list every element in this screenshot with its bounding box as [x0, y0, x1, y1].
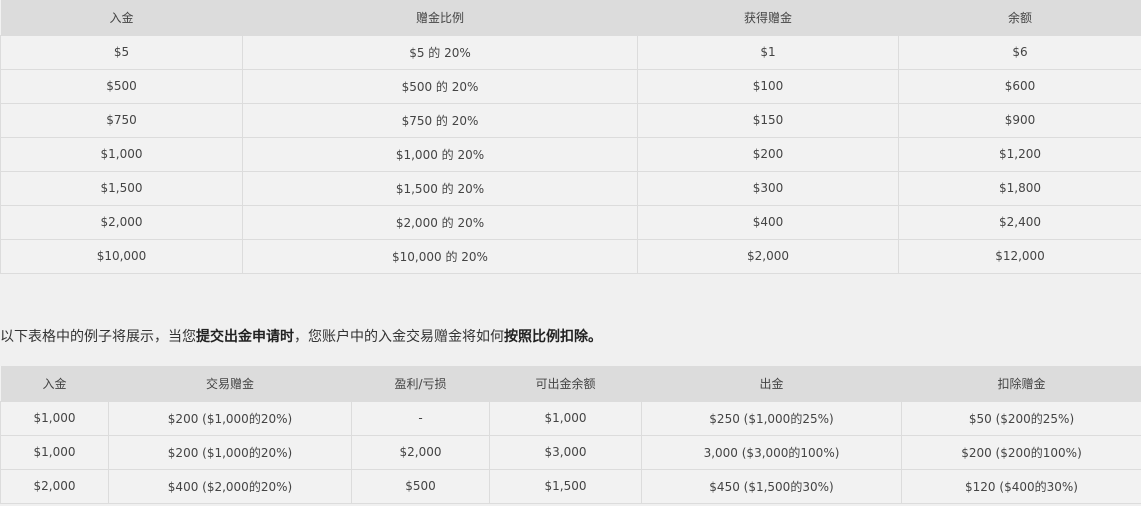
table-cell: $1,000 的 20% [242, 136, 638, 172]
table-cell: $1,500 [489, 468, 642, 504]
table-cell: - [351, 400, 490, 436]
table-cell: $120 ($400的30%) [901, 468, 1141, 504]
table-cell: $250 ($1,000的25%) [641, 400, 902, 436]
column-header: 可出金余额 [489, 366, 642, 401]
table-cell: $200 [637, 136, 899, 172]
column-header: 赠金比例 [242, 0, 638, 35]
table-cell: $300 [637, 170, 899, 206]
table-cell: $5 [0, 34, 243, 70]
table-cell: $2,000 [0, 468, 109, 504]
table-cell: $10,000 [0, 238, 243, 274]
table-cell: $1,000 [0, 136, 243, 172]
table-cell: $1,500 [0, 170, 243, 206]
note-bold: 提交出金申请时 [196, 329, 294, 345]
table-cell: $600 [898, 68, 1141, 104]
table-cell: $50 ($200的25%) [901, 400, 1141, 436]
column-header: 余额 [898, 0, 1141, 35]
table-row: $1,000 $200 ($1,000的20%) $2,000 $3,000 3,000… [0, 434, 1141, 470]
table-cell: $10,000 的 20% [242, 238, 638, 274]
table-row: $500 $500 的 20% $100 $600 [0, 68, 1141, 104]
note-text: ，您账户中的入金交易赠金将如何 [294, 329, 504, 345]
withdrawal-note: 以下表格中的例子将展示，当您提交出金申请时，您账户中的入金交易赠金将如何按照比例… [0, 326, 602, 346]
note-bold: 按照比例扣除。 [504, 329, 602, 345]
table-cell: $5 的 20% [242, 34, 638, 70]
table-cell: $750 的 20% [242, 102, 638, 138]
table-cell: $2,000 [0, 204, 243, 240]
table-cell: $2,000 [351, 434, 490, 470]
table-cell: $1,200 [898, 136, 1141, 172]
table-cell: $200 ($1,000的20%) [108, 434, 352, 470]
table-cell: 3,000 ($3,000的100%) [641, 434, 902, 470]
table-header-row: 入金 赠金比例 获得赠金 余额 [0, 0, 1141, 35]
column-header: 交易赠金 [108, 366, 352, 401]
table-cell: $500 [351, 468, 490, 504]
table-cell: $12,000 [898, 238, 1141, 274]
table-cell: $200 ($200的100%) [901, 434, 1141, 470]
table-row: $2,000 $400 ($2,000的20%) $500 $1,500 $450 ($… [0, 468, 1141, 504]
column-header: 扣除赠金 [901, 366, 1141, 401]
column-header: 获得赠金 [637, 0, 899, 35]
table-row: $750 $750 的 20% $150 $900 [0, 102, 1141, 138]
column-header: 出金 [641, 366, 902, 401]
table-cell: $3,000 [489, 434, 642, 470]
table-cell: $750 [0, 102, 243, 138]
table-cell: $400 [637, 204, 899, 240]
table-cell: $150 [637, 102, 899, 138]
table-cell: $2,400 [898, 204, 1141, 240]
table-header-row: 入金 交易赠金 盈利/亏损 可出金余额 出金 扣除赠金 [0, 366, 1141, 401]
table-cell: $200 ($1,000的20%) [108, 400, 352, 436]
table-row: $2,000 $2,000 的 20% $400 $2,400 [0, 204, 1141, 240]
column-header: 入金 [0, 366, 109, 401]
table-cell: $900 [898, 102, 1141, 138]
table-cell: $2,000 [637, 238, 899, 274]
table-cell: $1,000 [0, 400, 109, 436]
column-header: 入金 [0, 0, 243, 35]
table-row: $10,000 $10,000 的 20% $2,000 $12,000 [0, 238, 1141, 274]
column-header: 盈利/亏损 [351, 366, 490, 401]
bonus-ratio-table: 入金 赠金比例 获得赠金 余额 $5 $5 的 20% $1 $6 $500 $500 的 20… [0, 0, 1141, 274]
table-row: $1,500 $1,500 的 20% $300 $1,800 [0, 170, 1141, 206]
table-cell: $450 ($1,500的30%) [641, 468, 902, 504]
table-cell: $1,500 的 20% [242, 170, 638, 206]
table-cell: $400 ($2,000的20%) [108, 468, 352, 504]
table-cell: $1,000 [489, 400, 642, 436]
table-cell: $2,000 的 20% [242, 204, 638, 240]
table-cell: $500 的 20% [242, 68, 638, 104]
table-cell: $1 [637, 34, 899, 70]
table-row: $1,000 $1,000 的 20% $200 $1,200 [0, 136, 1141, 172]
table-cell: $1,000 [0, 434, 109, 470]
withdrawal-deduction-table: 入金 交易赠金 盈利/亏损 可出金余额 出金 扣除赠金 $1,000 $200 ($1,00… [0, 366, 1141, 504]
table-cell: $6 [898, 34, 1141, 70]
table-cell: $500 [0, 68, 243, 104]
note-text: 以下表格中的例子将展示，当您 [0, 329, 196, 345]
table-row: $5 $5 的 20% $1 $6 [0, 34, 1141, 70]
table-row: $1,000 $200 ($1,000的20%) - $1,000 $250 ($1,0… [0, 400, 1141, 436]
table-cell: $100 [637, 68, 899, 104]
table-cell: $1,800 [898, 170, 1141, 206]
